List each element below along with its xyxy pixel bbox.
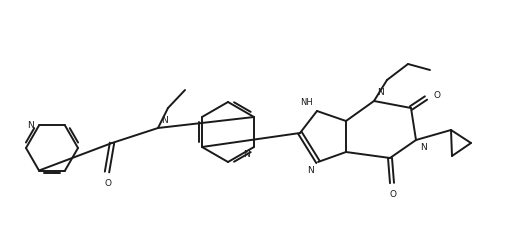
Text: N: N xyxy=(27,121,34,130)
Text: O: O xyxy=(390,190,396,199)
Text: N: N xyxy=(161,116,168,125)
Text: N: N xyxy=(307,166,314,175)
Text: N: N xyxy=(377,88,384,97)
Text: NH: NH xyxy=(300,98,313,107)
Text: N: N xyxy=(420,143,427,152)
Text: N: N xyxy=(243,150,250,159)
Text: O: O xyxy=(433,91,440,100)
Text: O: O xyxy=(104,179,112,188)
